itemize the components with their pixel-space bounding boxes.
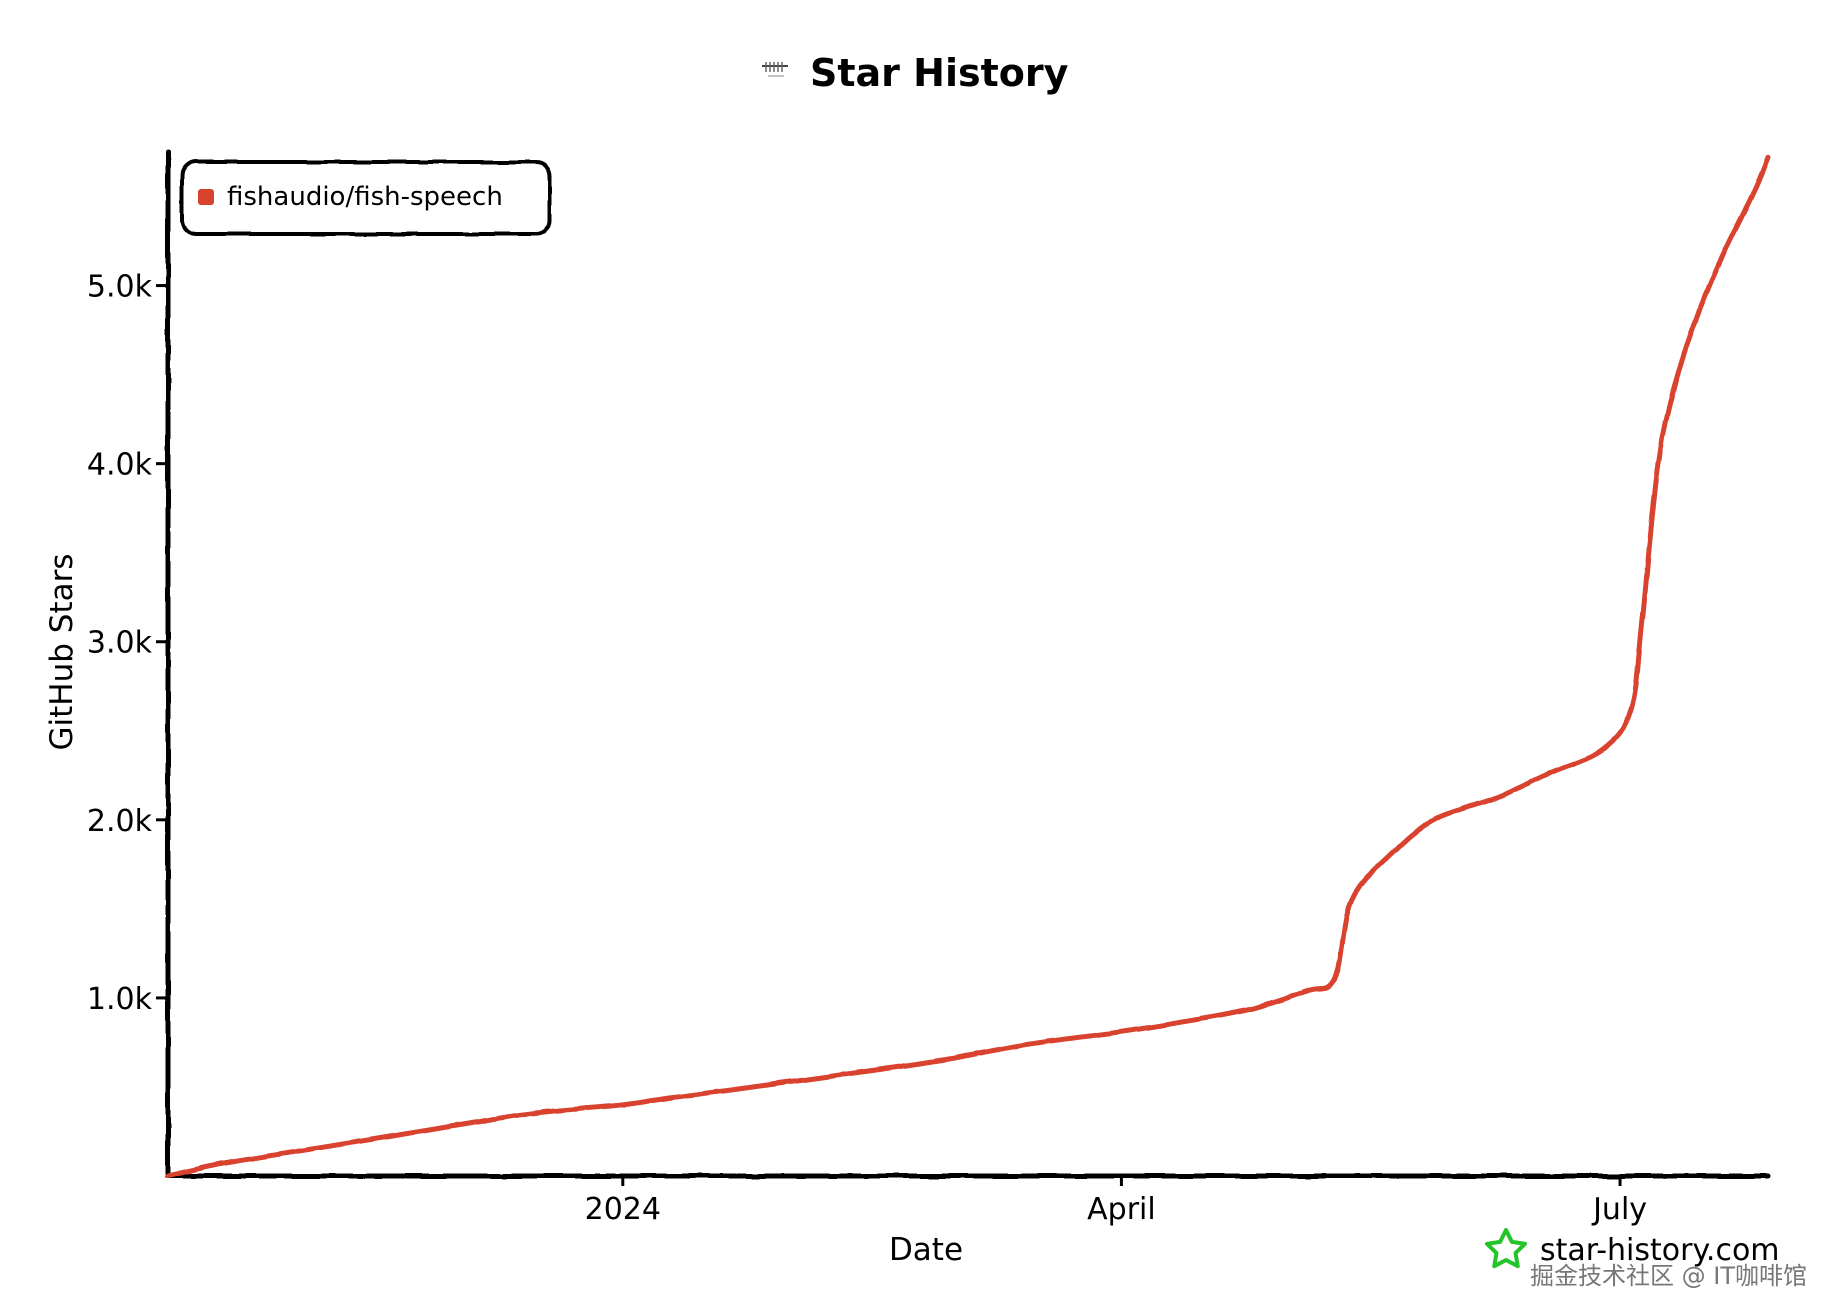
data-point bbox=[527, 1111, 532, 1116]
legend-label: fishaudio/fish-speech bbox=[227, 182, 503, 212]
data-point bbox=[1026, 1042, 1031, 1047]
data-point bbox=[1656, 461, 1661, 466]
data-point bbox=[1640, 621, 1645, 626]
fish-audio-logo-icon bbox=[762, 62, 788, 77]
data-point bbox=[1629, 707, 1634, 712]
legend-item[interactable]: fishaudio/fish-speech bbox=[198, 182, 503, 212]
data-point bbox=[286, 1150, 291, 1155]
data-point bbox=[1387, 853, 1392, 858]
data-point bbox=[1333, 976, 1338, 981]
data-point bbox=[1305, 988, 1310, 993]
x-axis-ticks: 2024 April July bbox=[585, 1176, 1647, 1227]
y-tick-label: 4.0k bbox=[87, 448, 153, 483]
brand-text: star-history.com bbox=[1540, 1233, 1780, 1268]
data-point bbox=[220, 1161, 225, 1166]
data-point bbox=[1546, 771, 1551, 776]
data-point bbox=[1766, 155, 1771, 160]
data-point bbox=[363, 1138, 368, 1143]
data-point bbox=[670, 1095, 675, 1100]
brand-link[interactable]: star-history.com bbox=[1485, 1228, 1780, 1269]
data-point bbox=[620, 1102, 625, 1107]
data-point bbox=[790, 1079, 795, 1084]
data-point bbox=[1196, 1017, 1201, 1022]
y-tick-label: 2.0k bbox=[87, 804, 153, 839]
data-point bbox=[1250, 1006, 1255, 1011]
y-axis-label: GitHub Stars bbox=[44, 553, 80, 750]
legend-swatch bbox=[198, 189, 214, 205]
x-tick-label: 2024 bbox=[585, 1192, 661, 1227]
y-axis-ticks: 1.0k 2.0k 3.0k 4.0k 5.0k bbox=[87, 270, 168, 1017]
data-point bbox=[1349, 898, 1354, 903]
data-point bbox=[1749, 194, 1754, 199]
x-tick-label: April bbox=[1087, 1192, 1156, 1227]
x-tick-label: July bbox=[1591, 1192, 1647, 1227]
data-point bbox=[450, 1124, 455, 1129]
data-point bbox=[1601, 746, 1606, 751]
data-point bbox=[1431, 817, 1436, 822]
page-title: Star History bbox=[810, 51, 1069, 95]
star-icon bbox=[1485, 1228, 1527, 1269]
series-layer bbox=[165, 154, 1771, 1179]
data-point bbox=[1492, 796, 1497, 801]
y-tick-label: 3.0k bbox=[87, 626, 153, 661]
data-point bbox=[1711, 274, 1716, 279]
data-point bbox=[949, 1056, 954, 1061]
data-point bbox=[867, 1068, 872, 1073]
series-line[interactable] bbox=[165, 154, 1771, 1179]
data-point bbox=[1678, 363, 1683, 368]
x-axis-label: Date bbox=[889, 1232, 963, 1268]
legend bbox=[180, 160, 552, 236]
y-tick-label: 1.0k bbox=[87, 982, 153, 1017]
data-point bbox=[1119, 1029, 1124, 1034]
data-point bbox=[166, 1174, 171, 1179]
legend-box bbox=[180, 160, 552, 236]
chart-title: Star History bbox=[762, 51, 1069, 95]
axes bbox=[165, 149, 1771, 1179]
data-point bbox=[724, 1088, 729, 1093]
watermark: 掘金技术社区 @ IT咖啡馆 bbox=[1530, 1262, 1807, 1290]
y-tick-label: 5.0k bbox=[87, 270, 153, 305]
